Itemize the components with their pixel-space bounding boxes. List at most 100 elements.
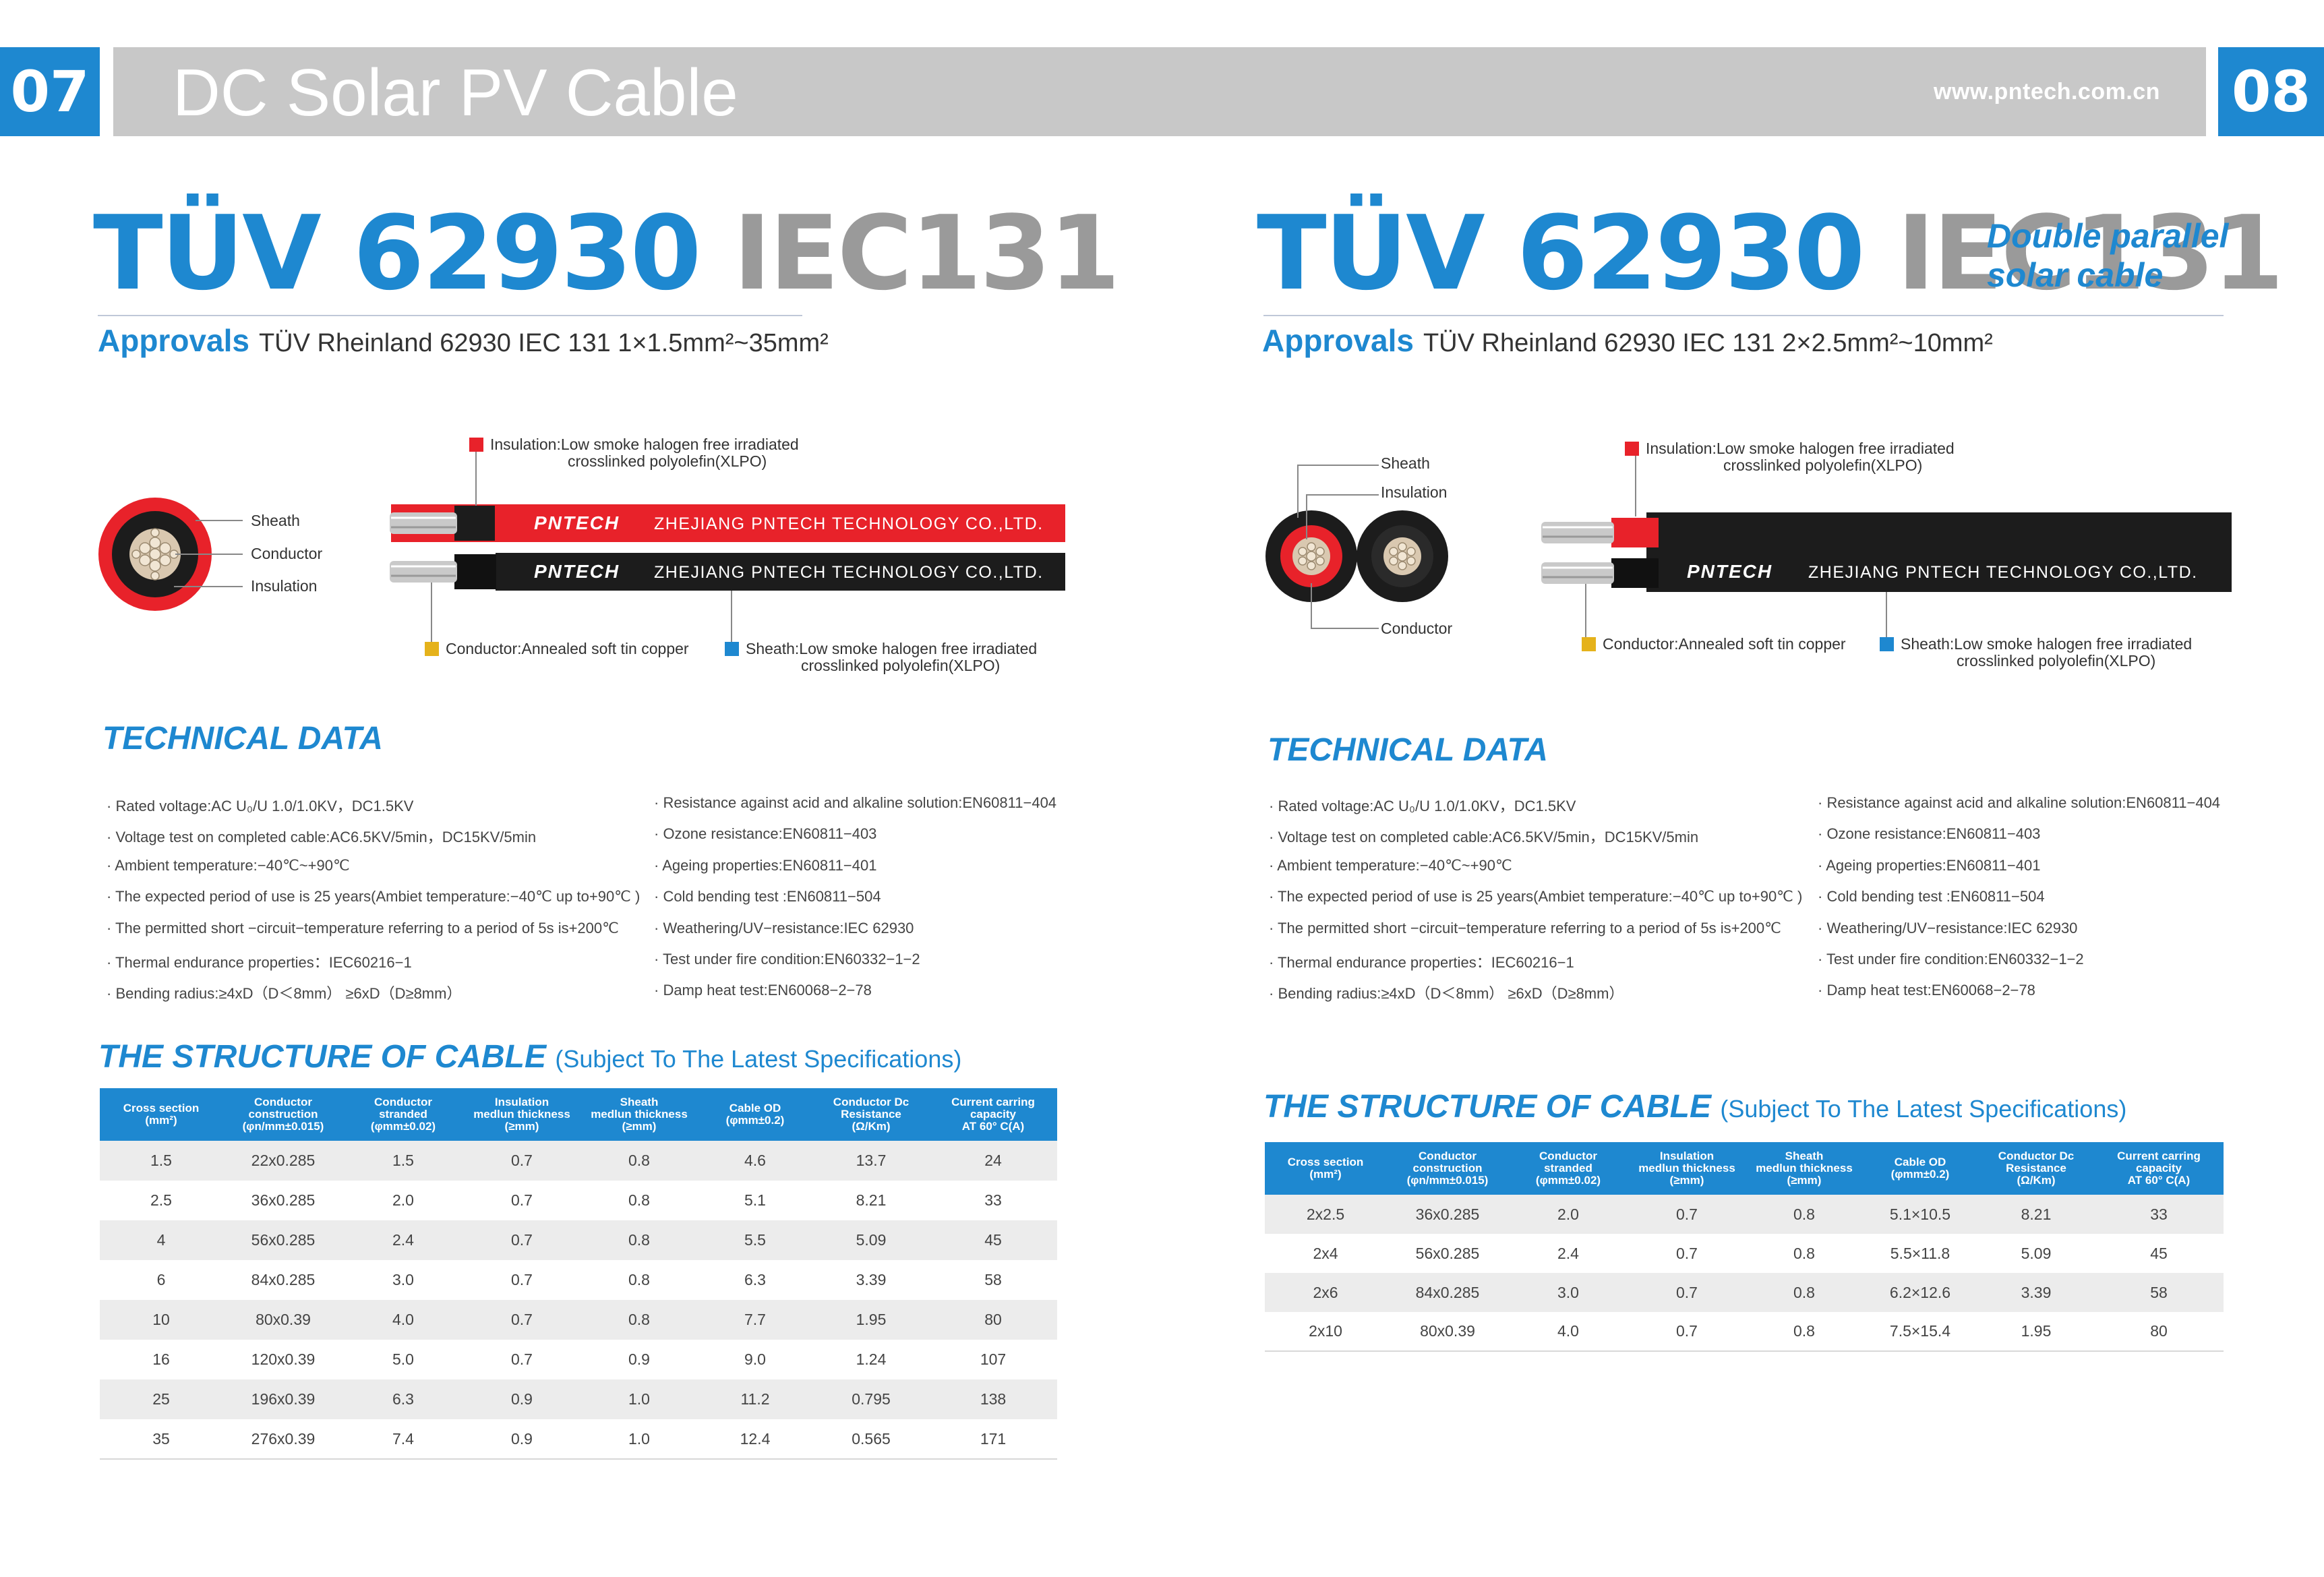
- left-black-cable-brand: PNTECH: [534, 561, 620, 582]
- right-th-resistance: Conductor Dc Resistance (Ω/Km): [1978, 1142, 2094, 1195]
- table-row: 4 56x0.285 2.4 0.7 0.8 5.5 5.09 45: [100, 1220, 1057, 1260]
- right-sheath-desc-2: crosslinked polyolefin(XLPO): [1957, 652, 2156, 670]
- blue-square-icon: [725, 642, 739, 656]
- right-spec-9: · Ozone resistance:EN60811−403: [1818, 825, 2041, 842]
- right-insulation-label: Insulation:Low smoke halogen free irradi…: [1625, 440, 1955, 457]
- cell: 6.2×12.6: [1862, 1273, 1978, 1312]
- cell: 138: [929, 1379, 1057, 1419]
- cell: 0.9: [463, 1419, 581, 1460]
- left-insulation-cs-label: Insulation: [251, 577, 318, 595]
- cell: 196x0.39: [222, 1379, 344, 1419]
- page-number-right: 08: [2218, 47, 2324, 136]
- cell: 0.7: [1676, 1244, 1698, 1262]
- left-spec-12: · Weathering/UV−resistance:IEC 62930: [654, 920, 914, 936]
- cell: 0.9: [628, 1350, 650, 1368]
- cell: 0.8: [581, 1300, 697, 1340]
- left-title-rule: [98, 315, 802, 316]
- table-row: 6 84x0.285 3.0 0.7 0.8 6.3 3.39 58: [100, 1260, 1057, 1300]
- left-approvals-label: Approvals: [98, 323, 249, 358]
- left-sheath-desc-2: crosslinked polyolefin(XLPO): [801, 657, 1001, 674]
- right-th-insulation: Insulation medlun thickness (≥mm): [1628, 1142, 1746, 1195]
- right-structure-table: Cross section (mm²) Conductor construction…: [1265, 1142, 2224, 1352]
- cell: 80x0.39: [222, 1300, 344, 1340]
- right-th-construction: Conductor construction (φn/mm±0.015): [1386, 1142, 1509, 1195]
- right-title-subtitle-1: Double parallel: [1987, 217, 2229, 255]
- cell: 4.0: [344, 1300, 463, 1340]
- left-approvals-text: TÜV Rheinland 62930 IEC 131 1×1.5mm²~35m…: [258, 329, 829, 357]
- right-cable-illustration: PNTECH ZHEJIANG PNTECH TECHNOLOGY CO.,LT…: [1265, 452, 2232, 641]
- left-th-current: Current carring capacity AT 60° C(A): [929, 1088, 1057, 1141]
- left-structure-title: THE STRUCTURE OF CABLE: [98, 1039, 546, 1075]
- right-title-subtitle-2: solar cable: [1987, 256, 2164, 294]
- left-spec-9: · Ozone resistance:EN60811−403: [654, 825, 877, 842]
- left-spec-5: · The permitted short −circuit−temperatu…: [107, 920, 619, 936]
- cell: 0.7: [463, 1300, 581, 1340]
- cell: 7.4: [344, 1419, 463, 1460]
- cell: 0.8: [628, 1191, 650, 1209]
- cell: 45: [2150, 1244, 2168, 1262]
- right-spec-3: · Ambient temperature:−40℃~+90℃: [1269, 857, 1512, 874]
- left-structure-heading: THE STRUCTURE OF CABLE (Subject To The L…: [98, 1038, 961, 1075]
- cell: 3.39: [856, 1271, 887, 1288]
- right-spec-13: · Test under fire condition:EN60332−1−2: [1818, 951, 2084, 968]
- left-spec-1: · Rated voltage:AC U₀/U 1.0/1.0KV，DC1.5K…: [107, 798, 414, 814]
- right-th-sheath: Sheath medlun thickness (≥mm): [1746, 1142, 1862, 1195]
- header-url[interactable]: www.pntech.com.cn: [1934, 79, 2160, 105]
- cell: 36x0.285: [1386, 1195, 1509, 1234]
- cell: 1.95: [1978, 1312, 2094, 1352]
- right-approvals: Approvals TÜV Rheinland 62930 IEC 131 2×2…: [1262, 322, 1993, 359]
- right-spec-2: · Voltage test on completed cable:AC6.5K…: [1269, 829, 1699, 845]
- cell: 2x2.5: [1265, 1195, 1386, 1234]
- cell: 25: [100, 1379, 222, 1419]
- cell: 3.0: [392, 1271, 414, 1288]
- left-th-stranded: Conductor stranded (φmm±0.02): [344, 1088, 463, 1141]
- cell: 8.21: [856, 1191, 887, 1209]
- cell: 0.565: [813, 1419, 929, 1460]
- cell: 56x0.285: [222, 1220, 344, 1260]
- right-spec-14: · Damp heat test:EN60068−2−78: [1818, 982, 2035, 999]
- cell: 4.6: [697, 1141, 813, 1181]
- cell: 171: [929, 1419, 1057, 1460]
- cell: 2.0: [392, 1191, 414, 1209]
- right-th-current: Current carring capacity AT 60° C(A): [2094, 1142, 2224, 1195]
- right-spec-7: · Bending radius:≥4xD（D＜8mm） ≥6xD（D≥8mm）: [1269, 985, 1624, 1002]
- right-double-cable: PNTECH ZHEJIANG PNTECH TECHNOLOGY CO.,LT…: [1541, 512, 2232, 592]
- left-sheath-label: Sheath: [251, 512, 300, 529]
- right-title-iec: IEC131: [1897, 194, 2284, 313]
- cell: 6: [156, 1271, 166, 1288]
- cell: 4: [100, 1220, 222, 1260]
- left-title-tuv: TÜV 62930: [93, 194, 701, 313]
- left-structure-table: Cross section (mm²) Conductor construction…: [100, 1088, 1057, 1460]
- left-main-title: TÜV 62930 IEC131: [93, 202, 1121, 305]
- cell: 276x0.39: [222, 1419, 344, 1460]
- cell: 0.7: [1628, 1195, 1746, 1234]
- left-cable-illustration: PNTECH ZHEJIANG PNTECH TECHNOLOGY CO.,LT…: [98, 452, 1065, 644]
- table-row: 1.5 22x0.285 1.5 0.7 0.8 4.6 13.7 24: [100, 1141, 1057, 1181]
- cell: 0.8: [581, 1220, 697, 1260]
- cell: 80: [2094, 1312, 2224, 1352]
- cell: 0.795: [813, 1379, 929, 1419]
- yellow-square-icon: [1582, 637, 1596, 651]
- left-conductor-label: Conductor: [251, 545, 323, 562]
- cell: 2.4: [1557, 1244, 1579, 1262]
- left-spec-3: · Ambient temperature:−40℃~+90℃: [107, 857, 350, 874]
- left-title-iec: IEC131: [733, 194, 1120, 313]
- right-spec-6: · Thermal endurance properties：IEC60216−…: [1269, 954, 1574, 971]
- right-technical-data-heading: TECHNICAL DATA: [1268, 732, 1548, 768]
- right-th-cross-section: Cross section (mm²): [1265, 1142, 1386, 1195]
- cell: 5.1: [744, 1191, 766, 1209]
- cell: 2.4: [344, 1220, 463, 1260]
- cell: 4.0: [1509, 1312, 1628, 1352]
- cell: 2x6: [1265, 1273, 1386, 1312]
- cell: 0.8: [628, 1271, 650, 1288]
- cell: 107: [980, 1350, 1007, 1368]
- table-row: 16 120x0.39 5.0 0.7 0.9 9.0 1.24 107: [100, 1340, 1057, 1379]
- table-row: 2.5 36x0.285 2.0 0.7 0.8 5.1 8.21 33: [100, 1181, 1057, 1220]
- cell: 1.5: [344, 1141, 463, 1181]
- right-approvals-label: Approvals: [1262, 323, 1414, 358]
- left-technical-data-heading: TECHNICAL DATA: [102, 721, 383, 756]
- left-spec-6: · Thermal endurance properties：IEC60216−…: [107, 954, 412, 971]
- cell: 24: [929, 1141, 1057, 1181]
- cell: 5.5: [697, 1220, 813, 1260]
- left-structure-sub: (Subject To The Latest Specifications): [555, 1045, 962, 1073]
